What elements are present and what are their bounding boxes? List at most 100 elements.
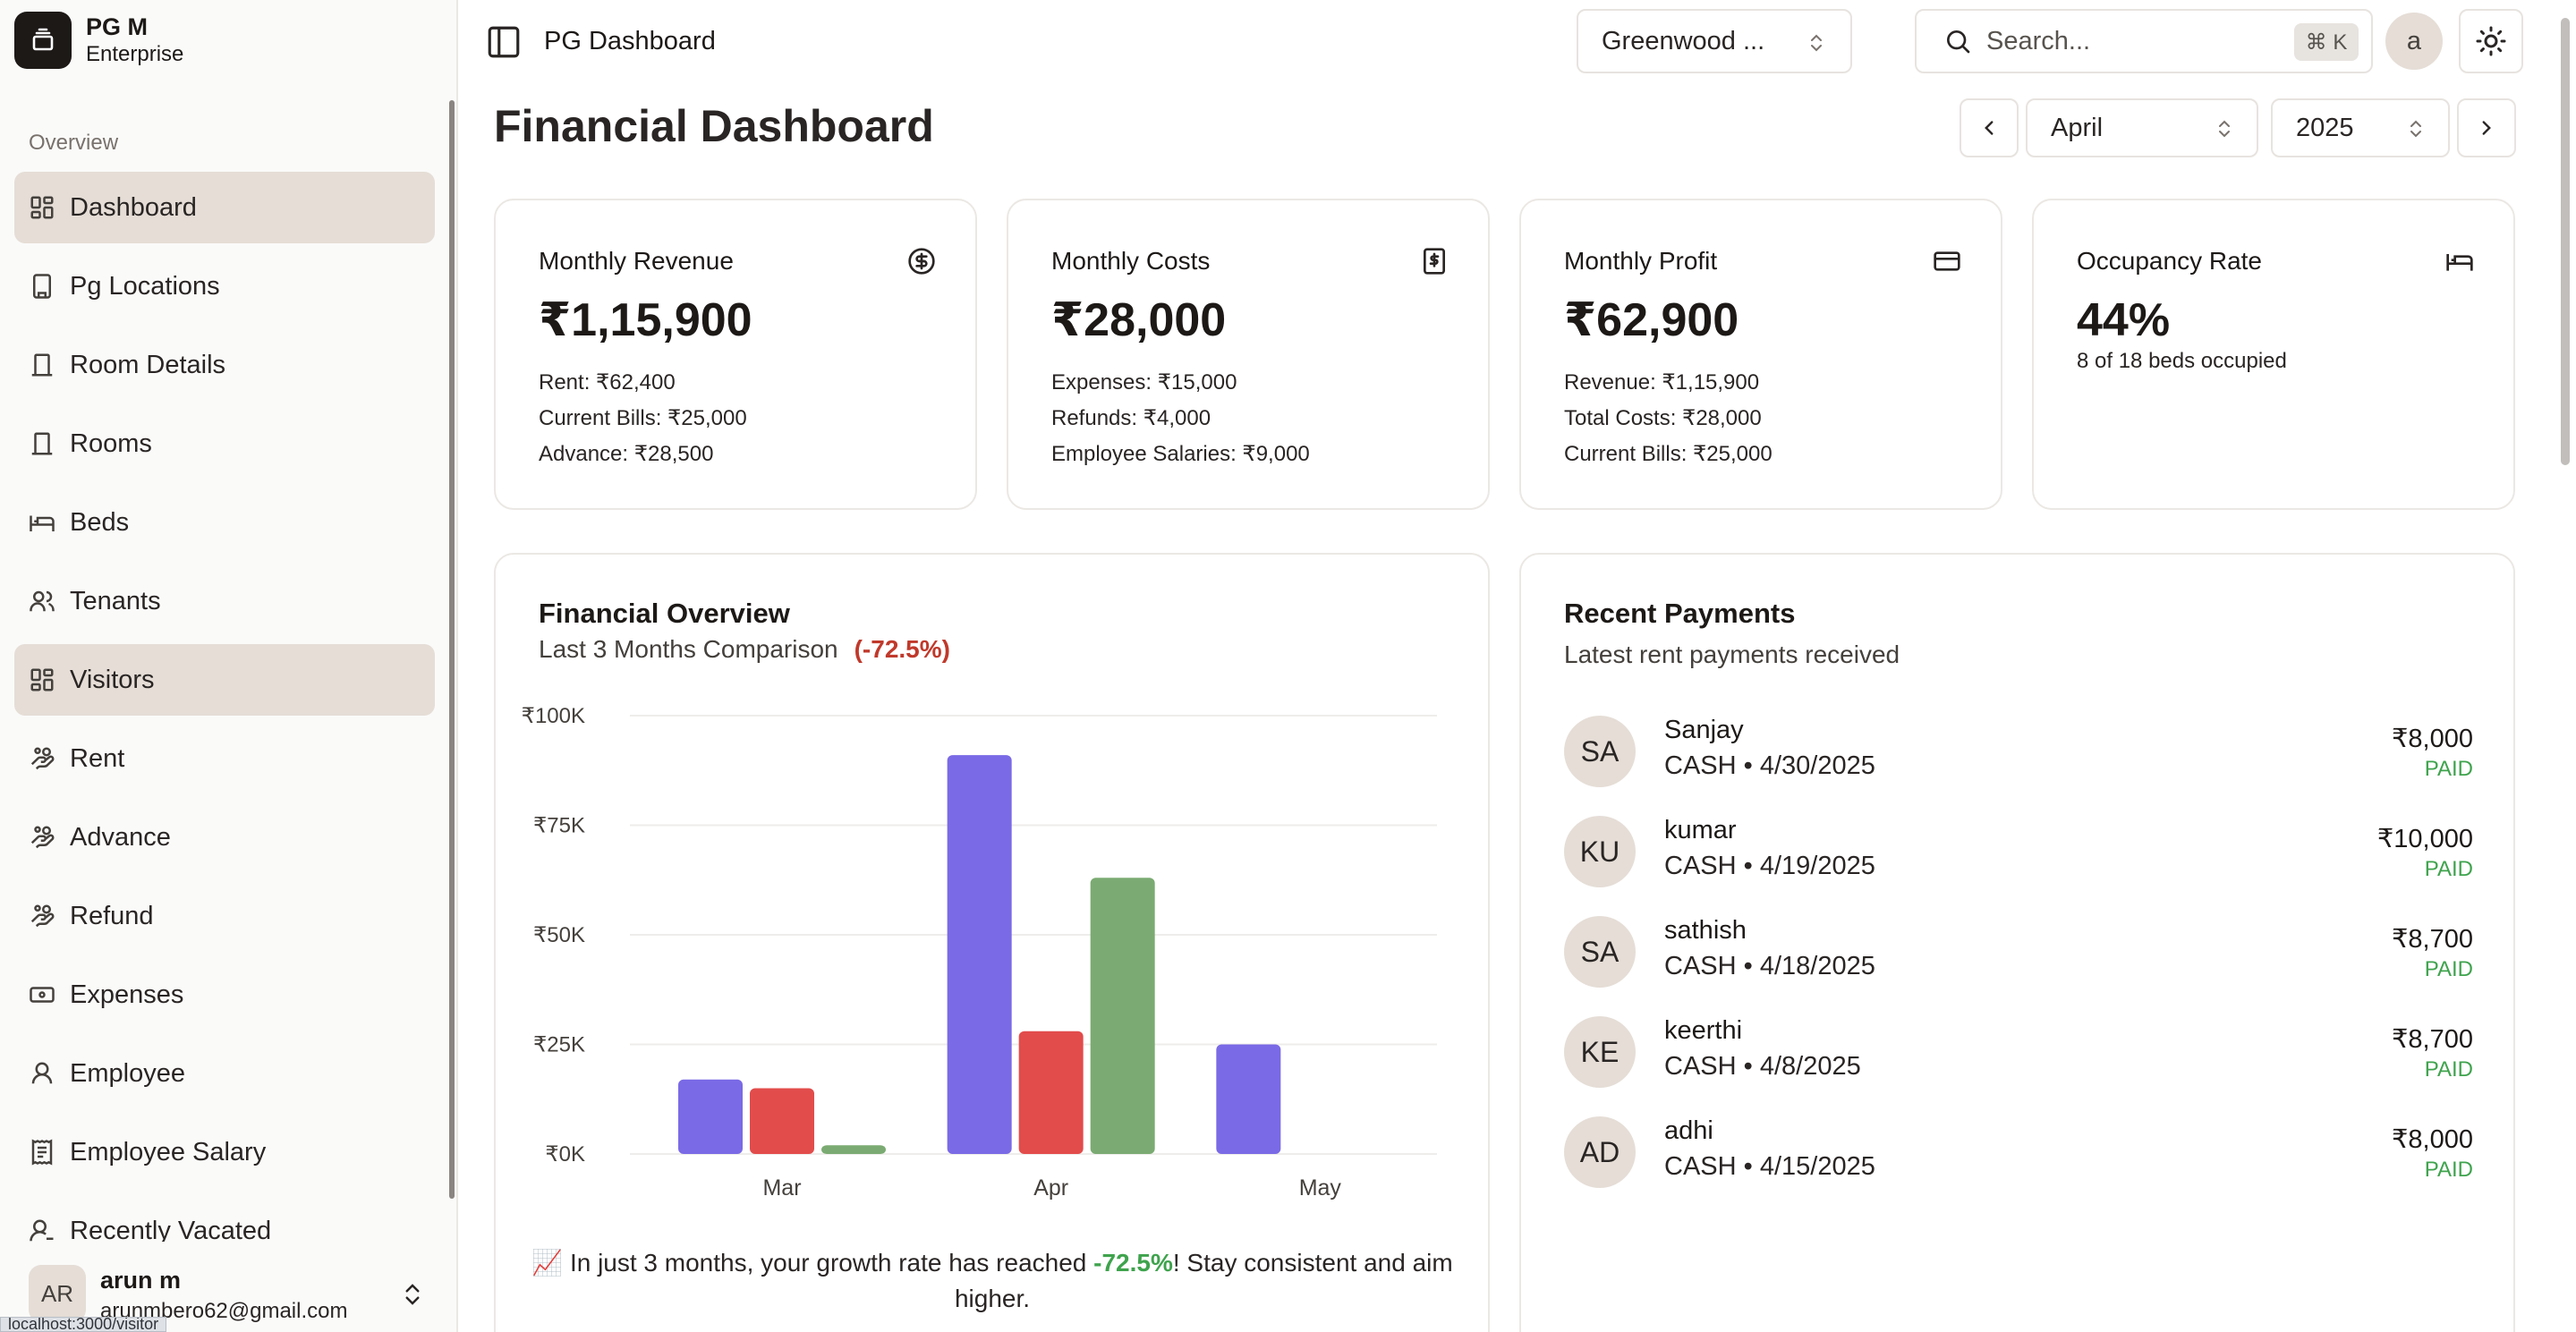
- stat-label: Occupancy Rate: [2077, 247, 2262, 275]
- sidebar-scrollbar[interactable]: [449, 100, 455, 1199]
- payment-amount: ₹8,000: [2391, 1125, 2473, 1154]
- sidebar-item-label: Tenants: [70, 586, 161, 615]
- sidebar-item-label: Room Details: [70, 350, 226, 379]
- year-select-value: 2025: [2296, 113, 2354, 142]
- page-scrollbar[interactable]: [2561, 18, 2570, 465]
- dashboard-icon: [30, 668, 54, 691]
- sidebar-item-advance[interactable]: Advance: [14, 802, 435, 873]
- sidebar-item-visitors[interactable]: Visitors: [14, 644, 435, 716]
- chart-bar: [1216, 1044, 1281, 1154]
- status-badge: PAID: [2424, 1158, 2473, 1182]
- sidebar-item-label: Refund: [70, 901, 154, 930]
- payment-amount: ₹8,000: [2391, 725, 2473, 753]
- chevrons-up-down-icon: [405, 1284, 420, 1305]
- stat-card-profit: Monthly Profit ₹62,900 Revenue: ₹1,15,90…: [1519, 199, 2002, 510]
- x-tick-label: Mar: [762, 1175, 801, 1200]
- sidebar-item-employee-salary[interactable]: Employee Salary: [14, 1116, 435, 1188]
- brand-name: PG M: [86, 13, 149, 40]
- user-minus-icon: [30, 1219, 54, 1242]
- sidebar-item-rooms[interactable]: Rooms: [14, 408, 435, 479]
- location-select[interactable]: Greenwood ...: [1577, 9, 1852, 73]
- list-item[interactable]: AD adhi CASH • 4/15/2025 ₹8,000 PAID: [1564, 1116, 2473, 1206]
- avatar: SA: [1564, 916, 1636, 988]
- growth-value: -72.5%: [1093, 1249, 1173, 1277]
- sidebar-item-rent[interactable]: Rent: [14, 723, 435, 794]
- sidebar-item-label: Pg Locations: [70, 271, 220, 301]
- y-tick-label: ₹50K: [533, 923, 585, 947]
- status-badge: PAID: [2424, 857, 2473, 881]
- stat-label: Monthly Revenue: [539, 247, 734, 275]
- stat-detail: 8 of 18 beds occupied: [2077, 349, 2287, 373]
- payer-name: Sanjay: [1664, 716, 1744, 744]
- status-badge: PAID: [2424, 757, 2473, 781]
- list-item[interactable]: SA sathish CASH • 4/18/2025 ₹8,700 PAID: [1564, 916, 2473, 1005]
- chart-bar: [1018, 1031, 1084, 1154]
- chevrons-up-down-icon: [2219, 120, 2230, 138]
- payment-amount: ₹10,000: [2376, 825, 2473, 853]
- status-badge: PAID: [2424, 957, 2473, 981]
- bed-icon: [30, 515, 55, 531]
- avatar: SA: [1564, 716, 1636, 787]
- user-icon: [31, 1062, 53, 1084]
- sidebar-item-room-details[interactable]: Room Details: [14, 329, 435, 401]
- next-month-button[interactable]: [2457, 98, 2516, 157]
- theme-toggle-button[interactable]: [2459, 9, 2523, 73]
- search-input[interactable]: Search... ⌘ K: [1915, 9, 2373, 73]
- payment-amount: ₹8,700: [2391, 1025, 2473, 1054]
- receipt-icon: [31, 1139, 53, 1166]
- banknote-icon: [30, 987, 55, 1003]
- location-select-value: Greenwood ...: [1602, 26, 1765, 55]
- sidebar-item-label: Employee: [70, 1058, 185, 1088]
- users-icon: [30, 590, 55, 612]
- sun-icon: [2476, 26, 2506, 56]
- sidebar-item-beds[interactable]: Beds: [14, 487, 435, 558]
- avatar: KU: [1564, 816, 1636, 887]
- sidebar-item-employee[interactable]: Employee: [14, 1038, 435, 1109]
- sidebar-item-label: Employee Salary: [70, 1137, 267, 1167]
- list-item[interactable]: KE keerthi CASH • 4/8/2025 ₹8,700 PAID: [1564, 1016, 2473, 1106]
- y-tick-label: ₹75K: [533, 814, 585, 838]
- sidebar-item-refund[interactable]: Refund: [14, 880, 435, 952]
- chevrons-up-down-icon: [2410, 120, 2421, 138]
- dollar-circle-icon: [908, 248, 935, 275]
- stat-card-occupancy: Occupancy Rate 44% 8 of 18 beds occupied: [2032, 199, 2515, 510]
- sidebar-item-dashboard[interactable]: Dashboard: [14, 172, 435, 243]
- month-select[interactable]: April: [2026, 98, 2258, 157]
- chart-bar: [947, 755, 1012, 1154]
- stat-detail: Rent: ₹62,400: [539, 370, 676, 395]
- status-url-tooltip: localhost:3000/visitor: [0, 1317, 167, 1332]
- brand[interactable]: PG M Enterprise: [14, 12, 183, 69]
- panel-subtitle-text: Last 3 Months Comparison: [539, 635, 838, 663]
- sidebar-item-label: Expenses: [70, 980, 184, 1009]
- payment-meta: CASH • 4/15/2025: [1664, 1152, 1875, 1181]
- sidebar-item-recently-vacated[interactable]: Recently Vacated: [14, 1195, 435, 1267]
- chevron-right-icon: [2482, 121, 2491, 135]
- stat-detail: Advance: ₹28,500: [539, 442, 714, 466]
- sidebar-item-tenants[interactable]: Tenants: [14, 565, 435, 637]
- stat-detail: Current Bills: ₹25,000: [539, 406, 747, 430]
- sidebar-item-expenses[interactable]: Expenses: [14, 959, 435, 1031]
- stat-label: Monthly Profit: [1564, 247, 1718, 275]
- nav-section-label: Overview: [29, 131, 119, 155]
- list-item[interactable]: KU kumar CASH • 4/19/2025 ₹10,000 PAID: [1564, 816, 2473, 905]
- stat-detail: Employee Salaries: ₹9,000: [1051, 442, 1310, 466]
- hand-coins-icon: [30, 826, 55, 849]
- avatar: AR: [29, 1265, 86, 1322]
- sidebar-item-pg-locations[interactable]: Pg Locations: [14, 250, 435, 322]
- avatar[interactable]: a: [2385, 13, 2443, 70]
- bar-chart: ₹0K ₹25K ₹50K ₹75K ₹100K Mar Apr May: [522, 704, 1437, 1200]
- growth-suffix: ! Stay consistent and aim higher.: [954, 1249, 1453, 1312]
- payment-meta: CASH • 4/8/2025: [1664, 1052, 1861, 1081]
- chevron-left-icon: [1985, 121, 1994, 135]
- sidebar-item-label: Visitors: [70, 665, 155, 694]
- list-item[interactable]: SA Sanjay CASH • 4/30/2025 ₹8,000 PAID: [1564, 716, 2473, 805]
- prev-month-button[interactable]: [1960, 98, 2019, 157]
- year-select[interactable]: 2025: [2271, 98, 2450, 157]
- sidebar-item-label: Advance: [70, 822, 171, 852]
- sidebar-toggle-icon[interactable]: [485, 23, 523, 61]
- receipt-dollar-icon: [1424, 248, 1445, 275]
- top-bar: PG Dashboard Greenwood ... Search... ⌘ K…: [458, 0, 2552, 82]
- door-icon: [31, 353, 53, 377]
- payment-meta: CASH • 4/30/2025: [1664, 751, 1875, 780]
- month-select-value: April: [2051, 113, 2104, 142]
